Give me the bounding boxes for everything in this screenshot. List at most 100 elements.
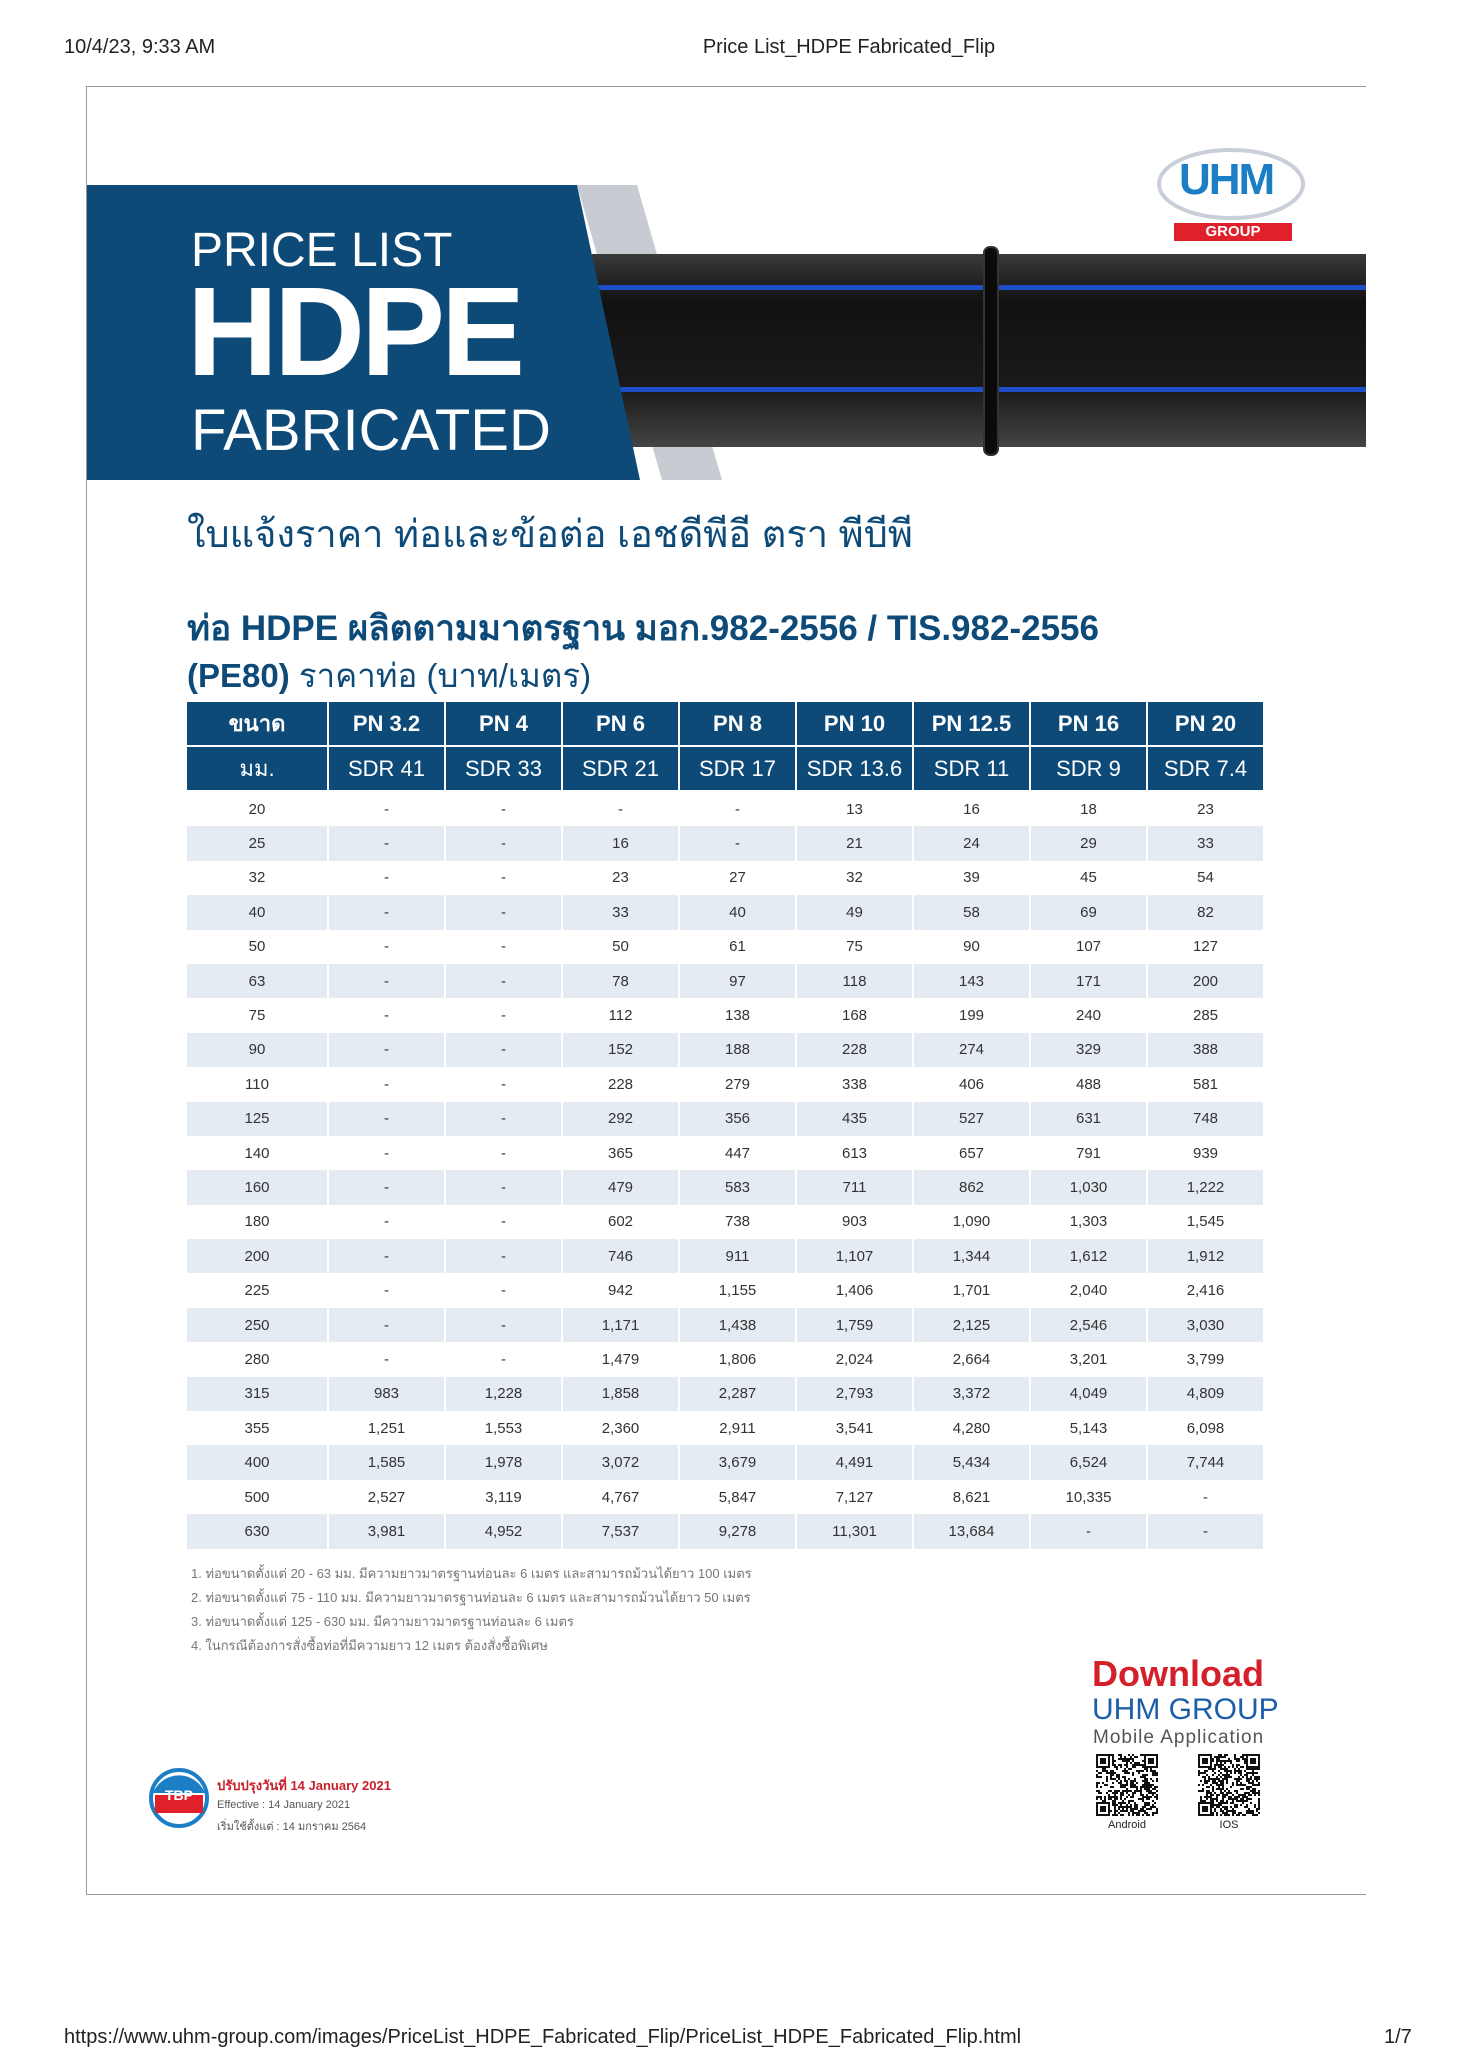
banner-graphic <box>87 148 1366 480</box>
table-cell: - <box>384 1213 389 1231</box>
qr-module <box>1154 1802 1156 1804</box>
subheader-cell: SDR 21 <box>563 747 678 792</box>
qr-module <box>1212 1812 1214 1814</box>
qr-module <box>1102 1782 1104 1784</box>
table-cell: 9,278 <box>680 1514 795 1549</box>
qr-module <box>1234 1806 1236 1808</box>
qr-module <box>1258 1798 1260 1800</box>
qr-module <box>1234 1812 1236 1814</box>
qr-module <box>1236 1800 1238 1802</box>
table-cell: 738 <box>724 1213 751 1231</box>
qr-module <box>1252 1780 1254 1782</box>
qr-module <box>1216 1776 1218 1778</box>
qr-module <box>1116 1792 1118 1794</box>
qr-module <box>1134 1786 1136 1788</box>
qr-module <box>1118 1782 1120 1784</box>
qr-module <box>1224 1756 1226 1758</box>
table-cell: - <box>329 895 444 930</box>
qr-module <box>1114 1810 1116 1812</box>
subheader-cell: SDR 7.4 <box>1148 747 1263 792</box>
qr-module <box>1222 1786 1224 1788</box>
qr-module <box>1128 1812 1130 1814</box>
qr-module <box>1146 1790 1148 1792</box>
table-row: 500 2,527 3,119 4,767 5,847 7,127 8,621 10,335 - <box>187 1480 1263 1514</box>
qr-module <box>1234 1768 1236 1770</box>
qr-module <box>1150 1796 1152 1798</box>
qr-module <box>1126 1764 1128 1766</box>
qr-module <box>1244 1796 1246 1798</box>
qr-module <box>1140 1810 1142 1812</box>
table-cell: 3,201 <box>1069 1350 1108 1368</box>
qr-module <box>1222 1788 1224 1790</box>
qr-module <box>1228 1796 1230 1798</box>
qr-module <box>1246 1768 1248 1770</box>
qr-module <box>1146 1814 1148 1816</box>
qr-module <box>1238 1780 1240 1782</box>
table-row: 75 - - 112 138 168 199 240 285 <box>187 998 1263 1032</box>
qr-module <box>1236 1760 1238 1762</box>
subtitle: ใบแจ้งราคา ท่อและข้อต่อ เอชดีพีอี ตรา พี… <box>187 514 913 556</box>
qr-module <box>1138 1770 1140 1772</box>
qr-module <box>1224 1812 1226 1814</box>
qr-module <box>1210 1778 1212 1780</box>
table-cell: 50 <box>612 938 629 956</box>
qr-module <box>1232 1812 1234 1814</box>
qr-module <box>1202 1772 1204 1774</box>
qr-module <box>1096 1782 1098 1784</box>
qr-module <box>1242 1802 1244 1804</box>
table-cell: 3,030 <box>1148 1307 1263 1343</box>
qr-module <box>1214 1756 1216 1758</box>
qr-module <box>1252 1792 1254 1794</box>
qr-module <box>1240 1800 1242 1802</box>
qr-module <box>1144 1812 1146 1814</box>
table-cell: 613 <box>841 1144 868 1162</box>
qr-module <box>1212 1788 1214 1790</box>
qr-module <box>1110 1770 1112 1772</box>
qr-module <box>1200 1800 1202 1802</box>
qr-module <box>1126 1804 1128 1806</box>
qr-module <box>1154 1770 1156 1772</box>
android-label: Android <box>1108 1819 1146 1831</box>
table-cell: 338 <box>841 1075 868 1093</box>
qr-module <box>1152 1794 1154 1796</box>
table-cell: - <box>384 938 389 956</box>
table-cell: 49 <box>797 895 912 930</box>
logo-group: GROUP <box>1205 223 1261 240</box>
qr-module <box>1110 1778 1112 1780</box>
qr-module <box>1224 1790 1226 1792</box>
qr-module <box>1134 1792 1136 1794</box>
table-cell: 285 <box>1192 1007 1219 1025</box>
table-cell: 527 <box>914 1101 1029 1136</box>
qr-module <box>1236 1764 1238 1766</box>
table-cell: 2,287 <box>680 1376 795 1412</box>
qr-module <box>1140 1798 1142 1800</box>
qr-module <box>1240 1784 1242 1786</box>
qr-module <box>1096 1776 1098 1778</box>
subheader-cell: SDR 41 <box>329 747 444 792</box>
qr-module <box>1224 1814 1226 1816</box>
table-cell: 7,127 <box>835 1488 874 1506</box>
table-cell: 240 <box>1075 1007 1102 1025</box>
table-cell: 1,344 <box>914 1239 1029 1274</box>
qr-module <box>1214 1764 1216 1766</box>
qr-module <box>1250 1790 1252 1792</box>
qr-module <box>1244 1770 1246 1772</box>
qr-module <box>1240 1772 1242 1774</box>
qr-module <box>1234 1810 1236 1812</box>
qr-module <box>1212 1760 1214 1762</box>
qr-module <box>1130 1782 1132 1784</box>
qr-module <box>1198 1784 1200 1786</box>
qr-module <box>1222 1794 1224 1796</box>
qr-module <box>1140 1788 1142 1790</box>
qr-module <box>1220 1802 1222 1804</box>
qr-module <box>1106 1784 1108 1786</box>
qr-module <box>1124 1778 1126 1780</box>
qr-module <box>1156 1778 1158 1780</box>
qr-module <box>1200 1772 1202 1774</box>
qr-module <box>1134 1766 1136 1768</box>
table-cell: 602 <box>607 1213 634 1231</box>
table-cell: 228 <box>607 1075 634 1093</box>
qr-module <box>1232 1802 1234 1804</box>
qr-module <box>1132 1774 1134 1776</box>
qr-module <box>1156 1790 1158 1792</box>
